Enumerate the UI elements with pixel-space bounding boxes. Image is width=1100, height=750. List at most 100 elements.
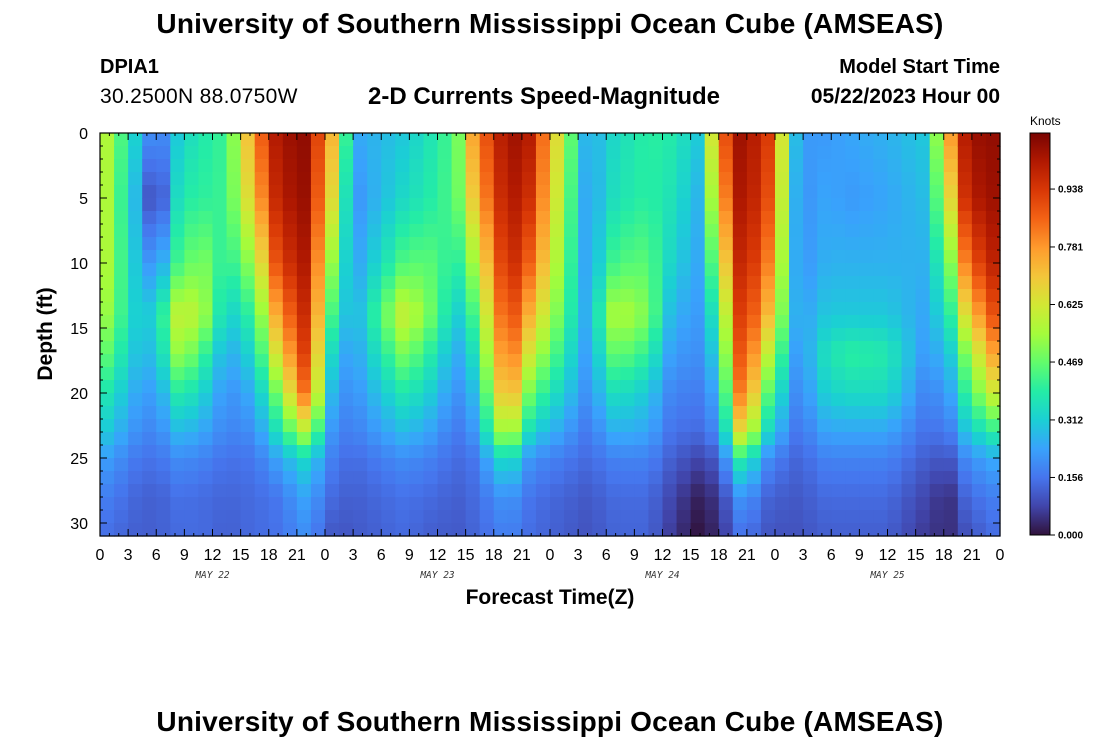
heatmap-cell bbox=[395, 380, 410, 394]
heatmap-cell bbox=[310, 393, 326, 407]
x-tick-label: 6 bbox=[602, 547, 611, 564]
heatmap-cell bbox=[339, 445, 354, 459]
heatmap-cell bbox=[507, 172, 523, 186]
heatmap-cell bbox=[353, 406, 368, 420]
heatmap-cell bbox=[142, 146, 157, 160]
heatmap-cell bbox=[423, 250, 439, 264]
heatmap-cell bbox=[662, 328, 678, 342]
heatmap-cell bbox=[170, 458, 185, 472]
heatmap-cell bbox=[156, 172, 171, 186]
heatmap-cell bbox=[198, 302, 214, 316]
heatmap-cell bbox=[859, 458, 875, 472]
heatmap-cell bbox=[367, 458, 382, 472]
heatmap-cell bbox=[634, 523, 650, 537]
heatmap-cell bbox=[831, 328, 846, 342]
heatmap-cell bbox=[465, 341, 481, 355]
heatmap-cell bbox=[521, 510, 537, 524]
heatmap-cell bbox=[198, 250, 214, 264]
heatmap-cell bbox=[170, 523, 185, 537]
heatmap-cell bbox=[282, 250, 298, 264]
heatmap-cell bbox=[353, 367, 368, 381]
heatmap-cell bbox=[170, 406, 185, 420]
heatmap-cell bbox=[718, 484, 734, 498]
heatmap-cell bbox=[943, 198, 959, 212]
heatmap-cell bbox=[845, 315, 860, 329]
heatmap-cell bbox=[395, 458, 410, 472]
heatmap-cell bbox=[592, 250, 607, 264]
heatmap-cell bbox=[943, 172, 959, 186]
heatmap-cell bbox=[493, 393, 509, 407]
heatmap-cell bbox=[901, 263, 917, 277]
heatmap-cell bbox=[367, 510, 382, 524]
heatmap-cell bbox=[634, 419, 650, 433]
heatmap-cell bbox=[620, 224, 635, 238]
heatmap-cell bbox=[550, 367, 565, 381]
heatmap-cell bbox=[114, 484, 129, 498]
heatmap-cell bbox=[775, 497, 790, 511]
heatmap-cell bbox=[620, 341, 635, 355]
heatmap-cell bbox=[943, 250, 959, 264]
heatmap-cell bbox=[943, 523, 959, 537]
x-tick-label: 15 bbox=[232, 547, 250, 564]
heatmap-cell bbox=[662, 523, 678, 537]
heatmap-cell bbox=[240, 471, 256, 485]
heatmap-cell bbox=[718, 198, 734, 212]
heatmap-cell bbox=[381, 484, 396, 498]
heatmap-cell bbox=[915, 328, 931, 342]
heatmap-cell bbox=[381, 458, 396, 472]
heatmap-cell bbox=[648, 289, 664, 303]
heatmap-cell bbox=[381, 250, 396, 264]
heatmap-cell bbox=[170, 315, 185, 329]
heatmap-cell bbox=[971, 328, 987, 342]
heatmap-cell bbox=[901, 367, 917, 381]
heatmap-cell bbox=[507, 432, 523, 446]
heatmap-cell bbox=[170, 380, 185, 394]
heatmap-cell bbox=[831, 406, 846, 420]
heatmap-cell bbox=[310, 497, 326, 511]
heatmap-cell bbox=[268, 146, 284, 160]
heatmap-cell bbox=[226, 172, 242, 186]
heatmap-cell bbox=[367, 432, 382, 446]
heatmap-cell bbox=[648, 497, 664, 511]
heatmap-cell bbox=[887, 406, 903, 420]
heatmap-cell bbox=[915, 484, 931, 498]
heatmap-cell bbox=[676, 302, 692, 316]
heatmap-cell bbox=[282, 172, 298, 186]
heatmap-cell bbox=[100, 172, 115, 186]
heatmap-cell bbox=[718, 523, 734, 537]
heatmap-cell bbox=[465, 523, 481, 537]
heatmap-cell bbox=[114, 471, 129, 485]
heatmap-cell bbox=[887, 263, 903, 277]
heatmap-cell bbox=[606, 250, 621, 264]
heatmap-cell bbox=[901, 445, 917, 459]
heatmap-cell bbox=[479, 263, 495, 277]
heatmap-cell bbox=[451, 250, 467, 264]
heatmap-cell bbox=[873, 172, 889, 186]
footer-title: University of Southern Mississippi Ocean… bbox=[156, 706, 944, 737]
heatmap-cell bbox=[156, 497, 171, 511]
heatmap-cell bbox=[887, 497, 903, 511]
heatmap-cell bbox=[732, 224, 748, 238]
x-tick-label: 0 bbox=[546, 547, 555, 564]
heatmap-cell bbox=[409, 419, 425, 433]
heatmap-cell bbox=[606, 224, 621, 238]
station-id: DPIA1 bbox=[100, 56, 159, 78]
heatmap-cell bbox=[578, 224, 593, 238]
heatmap-cell bbox=[887, 458, 903, 472]
heatmap-cell bbox=[353, 419, 368, 433]
heatmap-cell bbox=[634, 380, 650, 394]
heatmap-cell bbox=[845, 172, 860, 186]
heatmap-cell bbox=[859, 198, 875, 212]
heatmap-cell bbox=[831, 263, 846, 277]
x-tick-label: 6 bbox=[827, 547, 836, 564]
heatmap-cell bbox=[845, 237, 860, 251]
heatmap-cell bbox=[887, 393, 903, 407]
heatmap-cell bbox=[465, 172, 481, 186]
heatmap-cell bbox=[606, 523, 621, 537]
heatmap-cell bbox=[198, 315, 214, 329]
heatmap-cell bbox=[817, 237, 832, 251]
heatmap-cell bbox=[760, 341, 776, 355]
heatmap-cell bbox=[395, 523, 410, 537]
heatmap-cell bbox=[859, 289, 875, 303]
heatmap-cell bbox=[423, 341, 439, 355]
